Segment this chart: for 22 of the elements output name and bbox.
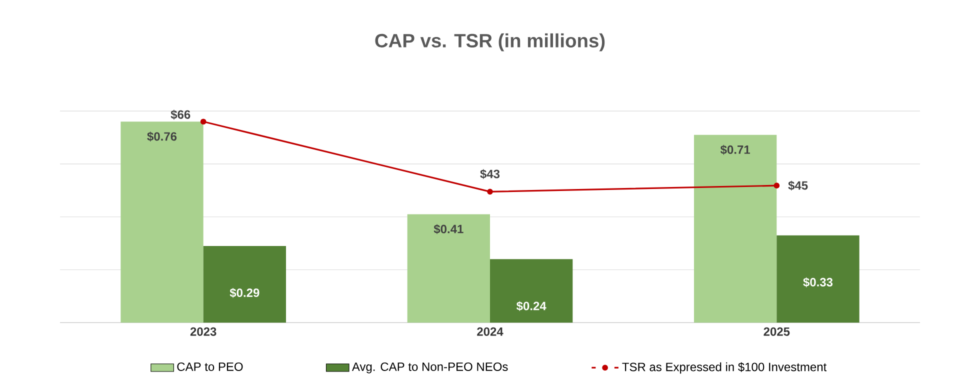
legend-label: TSR as Expressed in $100 Investment: [622, 362, 827, 374]
data-label: $0.29: [230, 288, 260, 298]
data-label: $0.24: [516, 301, 546, 312]
data-label: $43: [480, 169, 500, 179]
chart-title: CAP vs. TSR (in millions): [375, 33, 605, 52]
x-tick-label: 2023: [190, 327, 216, 336]
bar: [490, 259, 573, 323]
data-label: $0.41: [434, 224, 464, 234]
data-label: $45: [788, 180, 808, 190]
x-tick-label: 2024: [477, 327, 504, 336]
data-label: $0.33: [803, 277, 833, 288]
data-label: $0.71: [720, 144, 750, 155]
data-label: $66: [170, 110, 190, 120]
bar: [203, 246, 286, 323]
legend-label: Avg. CAP to Non-PEO NEOs: [352, 362, 508, 374]
bar: [694, 134, 777, 323]
legend-label: CAP to PEO: [177, 362, 243, 371]
bar: [120, 122, 204, 323]
x-tick-label: 2025: [764, 327, 790, 336]
bar: [407, 214, 490, 323]
bar: [776, 235, 860, 323]
data-label: $0.76: [147, 132, 177, 142]
